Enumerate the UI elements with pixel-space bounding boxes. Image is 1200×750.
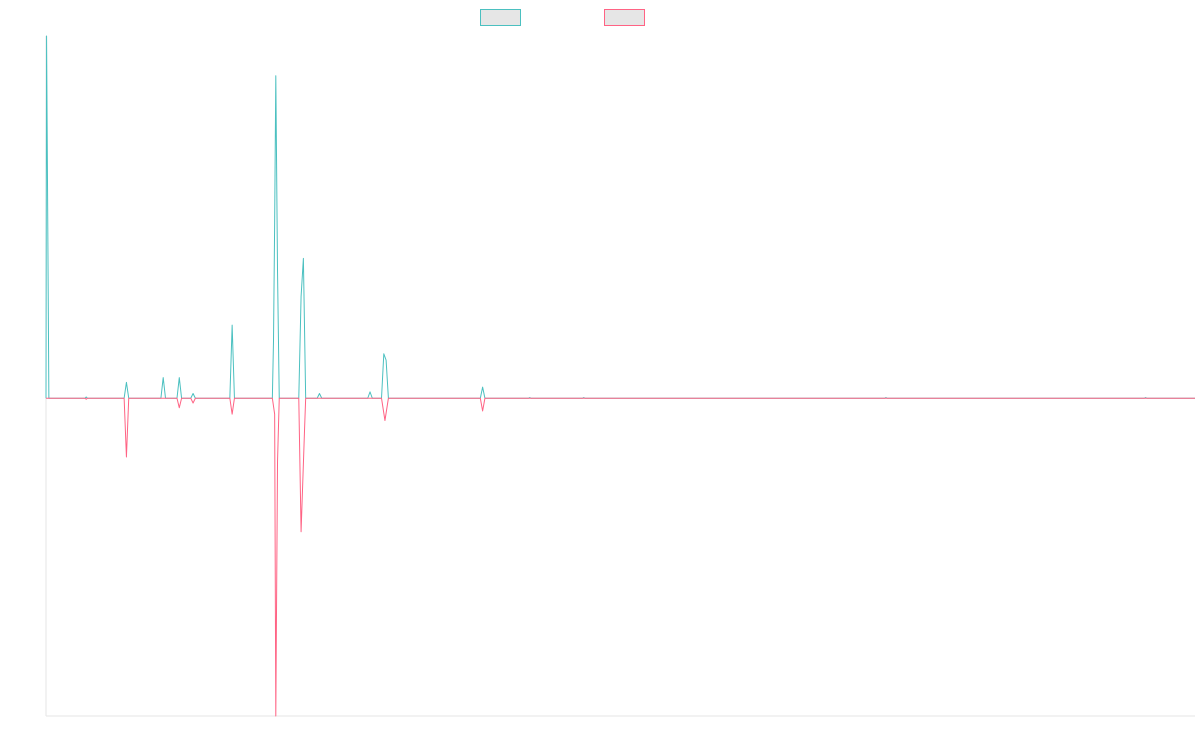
series-line-2 [46,397,1195,717]
legend-item[interactable] [604,9,645,26]
legend-swatch [480,9,521,26]
legend [480,9,645,26]
series-line-1 [45,35,1195,399]
legend-swatch [604,9,645,26]
axes [45,36,1195,717]
legend-item[interactable] [480,9,521,26]
series-layer [45,35,1195,717]
